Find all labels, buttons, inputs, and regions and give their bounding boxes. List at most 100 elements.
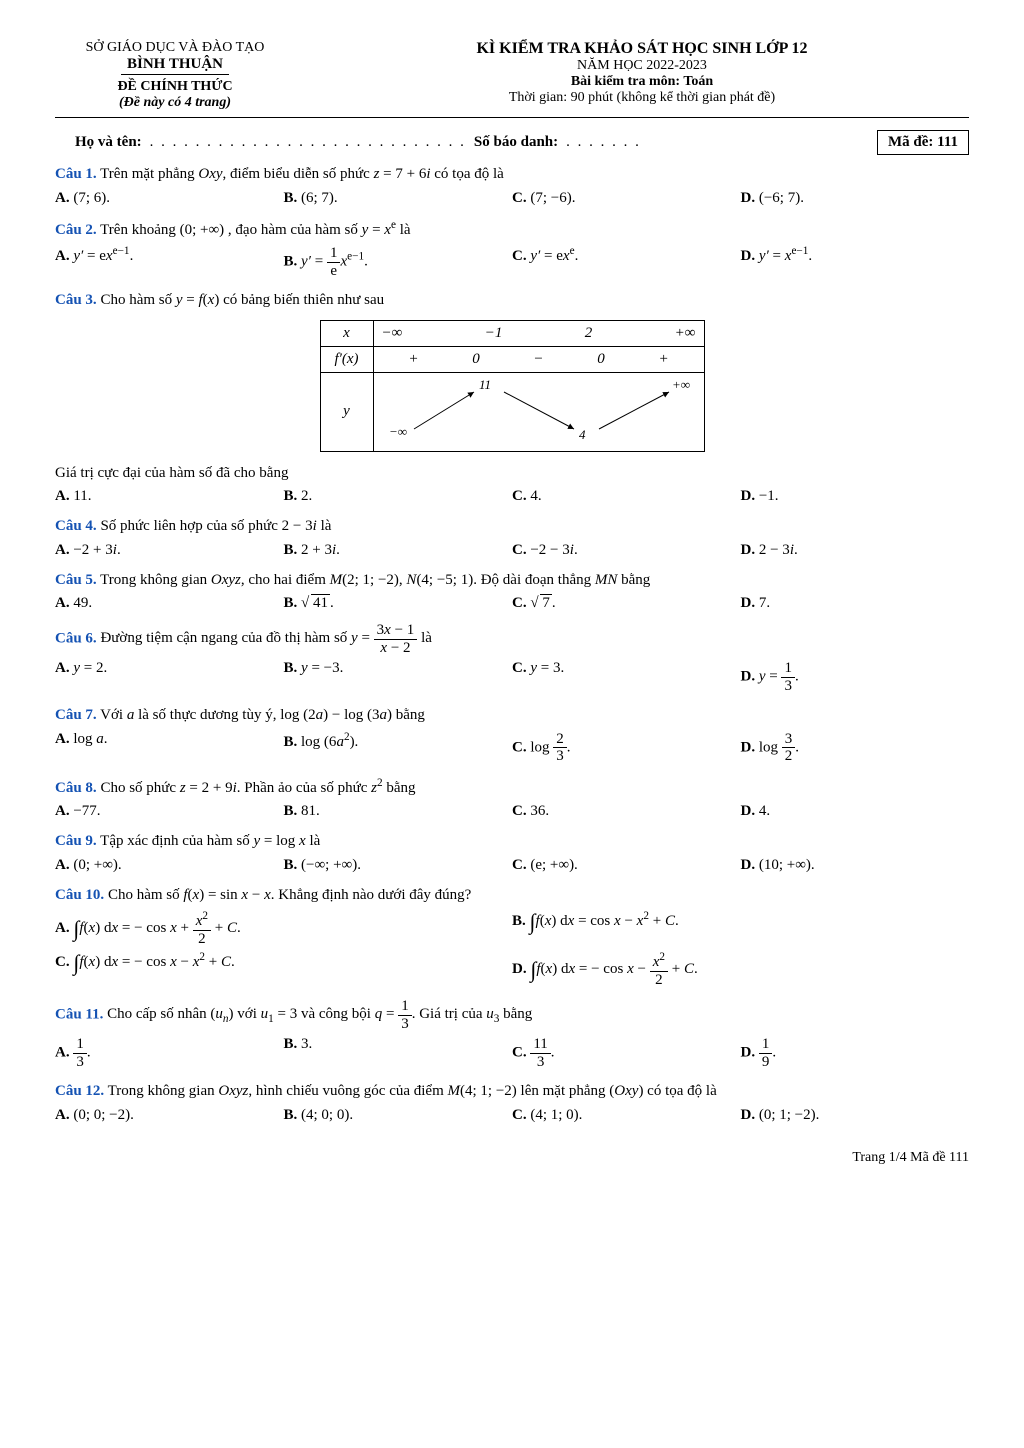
question-text: Cho hàm số y = f(x) có bảng biến thiên n… [100, 292, 384, 308]
svg-text:+∞: +∞ [672, 377, 690, 392]
svg-text:−∞: −∞ [389, 424, 407, 439]
header-left: SỞ GIÁO DỤC VÀ ĐÀO TẠO BÌNH THUẬN ĐỀ CHÍ… [55, 40, 295, 111]
opt-c: C. (7; −6). [512, 188, 741, 209]
question-5: Câu 5. Trong không gian Oxyz, cho hai đi… [55, 569, 969, 592]
q3-options: A. 11. B. 2. C. 4. D. −1. [55, 486, 969, 507]
opt-a: A. −77. [55, 801, 284, 822]
opt-b: B. y′ = 1exe−1. [284, 243, 513, 281]
svg-text:4: 4 [579, 427, 586, 442]
name-label: Họ và tên: [75, 134, 142, 150]
q9-options: A. (0; +∞). B. (−∞; +∞). C. (e; +∞). D. … [55, 855, 969, 876]
sbd-dots: . . . . . . . [566, 134, 641, 151]
question-label: Câu 5. [55, 572, 97, 588]
opt-b: B. 41. [284, 593, 513, 614]
opt-a: A. y = 2. [55, 658, 284, 696]
question-label: Câu 12. [55, 1083, 104, 1099]
org-line: SỞ GIÁO DỤC VÀ ĐÀO TẠO [55, 40, 295, 56]
name-dots: . . . . . . . . . . . . . . . . . . . . … [150, 134, 466, 151]
q3-after: Giá trị cực đại của hàm số đã cho bằng [55, 462, 969, 485]
opt-b: B. (4; 0; 0). [284, 1105, 513, 1126]
opt-c: C. y′ = exe. [512, 243, 741, 281]
opt-a: A. y′ = exe−1. [55, 243, 284, 281]
svg-text:11: 11 [479, 377, 491, 392]
question-text: Cho hàm số f(x) = sin x − x. Khẳng định … [108, 887, 471, 903]
question-label: Câu 3. [55, 292, 97, 308]
opt-c: C. y = 3. [512, 658, 741, 696]
opt-d: D. (0; 1; −2). [741, 1105, 970, 1126]
opt-a: A. ∫f(x) dx = − cos x + x22 + C. [55, 908, 512, 949]
opt-a: A. 11. [55, 486, 284, 507]
opt-c: C. −2 − 3i. [512, 540, 741, 561]
opt-a: A. −2 + 3i. [55, 540, 284, 561]
opt-c: C. log 23. [512, 729, 741, 767]
question-10: Câu 10. Cho hàm số f(x) = sin x − x. Khẳ… [55, 884, 969, 907]
opt-c: C. 113. [512, 1034, 741, 1072]
table-row: y −∞ 11 4 +∞ [320, 372, 704, 451]
question-8: Câu 8. Cho số phức z = 2 + 9i. Phần ảo c… [55, 775, 969, 800]
q10-options: A. ∫f(x) dx = − cos x + x22 + C. B. ∫f(x… [55, 908, 969, 990]
opt-d: D. y = 13. [741, 658, 970, 696]
sbd-label: Số báo danh: [474, 134, 558, 150]
question-text: Với a là số thực dương tùy ý, log (2a) −… [100, 707, 425, 723]
question-9: Câu 9. Tập xác định của hàm số y = log x… [55, 830, 969, 853]
opt-d: D. y′ = xe−1. [741, 243, 970, 281]
opt-d: D. 7. [741, 593, 970, 614]
opt-b: B. (−∞; +∞). [284, 855, 513, 876]
question-text: Trong không gian Oxyz, cho hai điểm M(2;… [100, 572, 650, 588]
opt-c: C. 36. [512, 801, 741, 822]
question-12: Câu 12. Trong không gian Oxyz, hình chiế… [55, 1080, 969, 1103]
header-right: KÌ KIỂM TRA KHẢO SÁT HỌC SINH LỚP 12 NĂM… [315, 40, 969, 106]
opt-d: D. 2 − 3i. [741, 540, 970, 561]
question-4: Câu 4. Số phức liên hợp của số phức 2 − … [55, 515, 969, 538]
header: SỞ GIÁO DỤC VÀ ĐÀO TẠO BÌNH THUẬN ĐỀ CHÍ… [55, 40, 969, 111]
table-row: x −∞ −1 2 +∞ [320, 320, 704, 346]
question-text: Cho số phức z = 2 + 9i. Phần ảo của số p… [100, 780, 415, 796]
opt-d: D. ∫f(x) dx = − cos x − x22 + C. [512, 949, 969, 990]
question-label: Câu 4. [55, 518, 97, 534]
q2-options: A. y′ = exe−1. B. y′ = 1exe−1. C. y′ = e… [55, 243, 969, 281]
exam-code-box: Mã đề: 111 [877, 130, 969, 155]
opt-a: A. log a. [55, 729, 284, 767]
header-separator [55, 117, 969, 118]
opt-a: A. 13. [55, 1034, 284, 1072]
variation-svg: −∞ 11 4 +∞ [374, 374, 704, 444]
q8-options: A. −77. B. 81. C. 36. D. 4. [55, 801, 969, 822]
opt-d: D. 19. [741, 1034, 970, 1072]
opt-c: C. (e; +∞). [512, 855, 741, 876]
opt-b: B. 2. [284, 486, 513, 507]
opt-b: B. ∫f(x) dx = cos x − x2 + C. [512, 908, 969, 949]
opt-c: C. 4. [512, 486, 741, 507]
question-text: Cho cấp số nhân (un) với u1 = 3 và công … [107, 1006, 532, 1022]
opt-d: D. 4. [741, 801, 970, 822]
variation-table-wrap: x −∞ −1 2 +∞ f′(x) + 0 − 0 + y [55, 320, 969, 452]
duration: Thời gian: 90 phút (không kể thời gian p… [315, 90, 969, 106]
question-label: Câu 11. [55, 1006, 103, 1022]
variation-table: x −∞ −1 2 +∞ f′(x) + 0 − 0 + y [320, 320, 705, 452]
question-label: Câu 6. [55, 630, 97, 646]
opt-a: A. (0; +∞). [55, 855, 284, 876]
q11-options: A. 13. B. 3. C. 113. D. 19. [55, 1034, 969, 1072]
question-text: Trên khoảng (0; +∞) , đạo hàm của hàm số… [100, 222, 410, 238]
opt-b: B. log (6a2). [284, 729, 513, 767]
question-text: Tập xác định của hàm số y = log x là [100, 833, 320, 849]
question-text: Trên mặt phẳng Oxy, điểm biểu diễn số ph… [100, 166, 504, 182]
question-6: Câu 6. Đường tiệm cận ngang của đồ thị h… [55, 622, 969, 656]
page-count: (Đề này có 4 trang) [55, 95, 295, 111]
question-label: Câu 2. [55, 222, 97, 238]
question-7: Câu 7. Với a là số thực dương tùy ý, log… [55, 704, 969, 727]
question-text: Đường tiệm cận ngang của đồ thị hàm số y… [100, 630, 431, 646]
page-footer: Trang 1/4 Mã đề 111 [55, 1150, 969, 1166]
province: BÌNH THUẬN [121, 56, 229, 75]
question-2: Câu 2. Trên khoảng (0; +∞) , đạo hàm của… [55, 217, 969, 242]
question-label: Câu 9. [55, 833, 97, 849]
opt-d: D. (−6; 7). [741, 188, 970, 209]
opt-b: B. (6; 7). [284, 188, 513, 209]
opt-a: A. (7; 6). [55, 188, 284, 209]
question-label: Câu 10. [55, 887, 104, 903]
question-label: Câu 1. [55, 166, 97, 182]
q6-options: A. y = 2. B. y = −3. C. y = 3. D. y = 13… [55, 658, 969, 696]
question-text: Số phức liên hợp của số phức 2 − 3i là [100, 518, 331, 534]
question-11: Câu 11. Cho cấp số nhân (un) với u1 = 3 … [55, 998, 969, 1032]
subject: Bài kiểm tra môn: Toán [571, 74, 713, 89]
exam-title: KÌ KIỂM TRA KHẢO SÁT HỌC SINH LỚP 12 [315, 40, 969, 58]
